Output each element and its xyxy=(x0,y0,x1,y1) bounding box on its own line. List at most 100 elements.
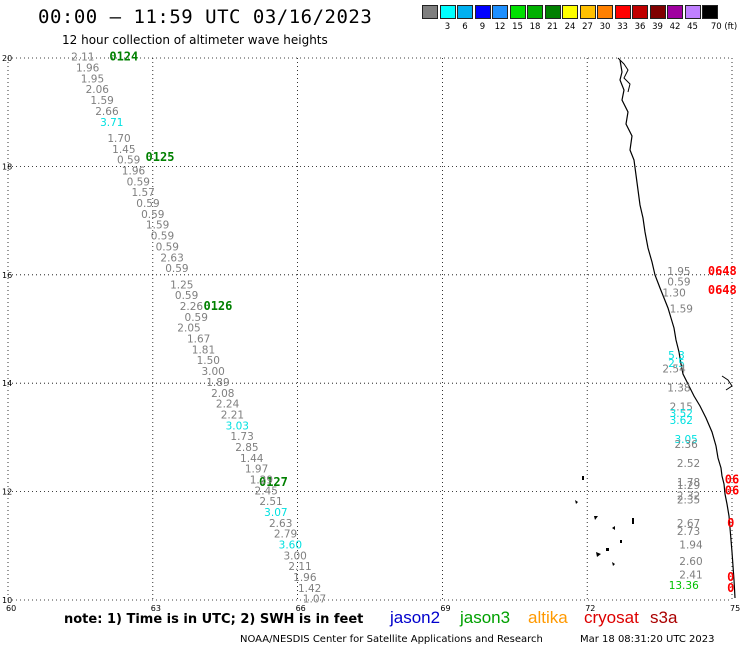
legend-swatch-label: 24 xyxy=(564,22,576,32)
swh-value: 0.59 xyxy=(136,198,159,210)
lakshadweep-islands xyxy=(575,476,634,566)
legend-swatch-label: 42 xyxy=(669,22,681,32)
swh-value: 2.15 xyxy=(670,401,693,413)
swh-value: 0.59 xyxy=(175,290,198,302)
swh-value: 5.3 xyxy=(668,350,685,362)
swh-value: 3.03 xyxy=(226,420,249,432)
island-1 xyxy=(582,476,584,480)
swh-value: 1.70 xyxy=(107,133,130,145)
legend-swatch-label: 39 xyxy=(652,22,663,32)
swh-value: 1.59 xyxy=(146,220,169,232)
legend-swatch-label: 18 xyxy=(529,22,541,32)
lat-tick-label: 18 xyxy=(2,162,12,171)
lat-tick-label: 12 xyxy=(2,488,12,497)
track-label: 0124 xyxy=(109,50,138,64)
swh-value: 2.11 xyxy=(71,52,94,64)
map-title: 00:00 – 11:59 UTC 03/16/2023 xyxy=(38,6,373,28)
legend-swatch-label: 3 xyxy=(444,22,451,32)
track-label: 0125 xyxy=(146,150,175,164)
legend-swatch-label: 33 xyxy=(617,22,628,32)
swh-value: 2.05 xyxy=(177,323,200,335)
swh-value: 1.07 xyxy=(303,594,326,606)
lat-tick-label: 20 xyxy=(2,54,12,63)
swh-value: 1.95 xyxy=(667,266,690,278)
legend-swatch-label: 45 xyxy=(687,22,698,32)
swh-value: 2.52 xyxy=(677,458,700,470)
legend-swatch xyxy=(684,5,701,19)
swh-value: 1.78 xyxy=(677,477,700,489)
swh-value: 2.5 xyxy=(668,358,685,370)
swh-value: 2.36 xyxy=(674,439,698,451)
swh-value: 2.66 xyxy=(95,106,119,118)
legend-swatch xyxy=(439,5,456,19)
goa-coast-detail xyxy=(721,375,733,391)
track-label: 0648 xyxy=(708,283,737,297)
swh-value: 0.59 xyxy=(667,277,690,289)
legend-swatch-label: 21 xyxy=(547,22,558,32)
swh-value: 2.51 xyxy=(259,496,282,508)
lon-tick-label: 63 xyxy=(151,604,161,613)
satellite-jason2: jason2 xyxy=(390,608,441,627)
coastline xyxy=(617,57,736,599)
lat-tick-label: 14 xyxy=(2,379,12,388)
axis-labels: 60 63 66 69 72 75 10 12 14 16 18 20 xyxy=(2,54,740,613)
swh-value: 1.96 xyxy=(122,166,146,178)
lon-tick-label: 72 xyxy=(585,604,595,613)
legend-swatch-label: 9 xyxy=(479,22,486,32)
swh-value: 2.11 xyxy=(288,561,311,573)
swh-value: 2.45 xyxy=(255,485,278,497)
swh-value: 1.42 xyxy=(298,583,321,595)
footer-note: note: 1) Time is in UTC; 2) SWH is in fe… xyxy=(64,612,364,627)
swh-value: 1.89 xyxy=(206,377,229,389)
swh-value: 1.96 xyxy=(293,572,317,584)
swh-value: 3.00 xyxy=(283,550,306,562)
map-grid xyxy=(7,57,733,601)
track-label: 0126 xyxy=(203,299,232,313)
legend-swatch xyxy=(527,5,543,19)
swh-value: 2.73 xyxy=(677,526,700,538)
swh-value: 0.59 xyxy=(165,263,188,275)
swh-value: 3.52 xyxy=(670,408,693,420)
legend-swatch xyxy=(579,5,596,19)
swh-value: 1.29 xyxy=(250,474,273,486)
swh-values: 2.111.961.952.061.592.663.711.701.450.59… xyxy=(71,52,703,606)
track-label: 0 xyxy=(727,581,734,595)
island-4 xyxy=(612,526,615,530)
legend-swatch xyxy=(562,5,578,19)
swh-value: 1.50 xyxy=(197,355,220,367)
swh-value: 1.57 xyxy=(131,187,154,199)
swh-value: 2.41 xyxy=(679,569,702,581)
legend-swatch xyxy=(702,5,718,19)
satellite-jason3: jason3 xyxy=(460,608,511,627)
lon-tick-label: 69 xyxy=(440,604,450,613)
satellite-altika: altika xyxy=(528,608,568,627)
island-6 xyxy=(596,552,601,557)
swh-value: 3.60 xyxy=(279,540,302,552)
legend-swatch xyxy=(667,5,683,19)
gulf-of-khambhat-shore xyxy=(617,57,631,93)
swh-value: 0.59 xyxy=(185,312,208,324)
legend-swatch xyxy=(492,5,508,19)
track-label: 0 xyxy=(727,570,734,584)
swh-value: 3.00 xyxy=(201,366,224,378)
island-8 xyxy=(620,540,622,543)
lon-tick-label: 75 xyxy=(730,604,740,613)
swh-value: 1.97 xyxy=(245,464,268,476)
legend-swatch xyxy=(544,5,561,19)
legend-swatch xyxy=(457,5,473,19)
footer-timestamp: Mar 18 08:31:20 UTC 2023 xyxy=(580,634,715,645)
legend-swatch xyxy=(509,5,526,19)
swh-value: 1.67 xyxy=(187,334,210,346)
track-label: 0127 xyxy=(259,475,288,489)
lat-tick-label: 16 xyxy=(2,271,12,280)
island-5 xyxy=(632,518,634,524)
track-label: 0648 xyxy=(708,264,737,278)
swh-value: 2.85 xyxy=(235,442,258,454)
swh-value: 2.54 xyxy=(662,363,686,375)
swh-value: 3.07 xyxy=(264,507,287,519)
swh-value: 2.26 xyxy=(180,301,204,313)
legend-swatch xyxy=(649,5,666,19)
swh-value: 2.79 xyxy=(274,529,297,541)
